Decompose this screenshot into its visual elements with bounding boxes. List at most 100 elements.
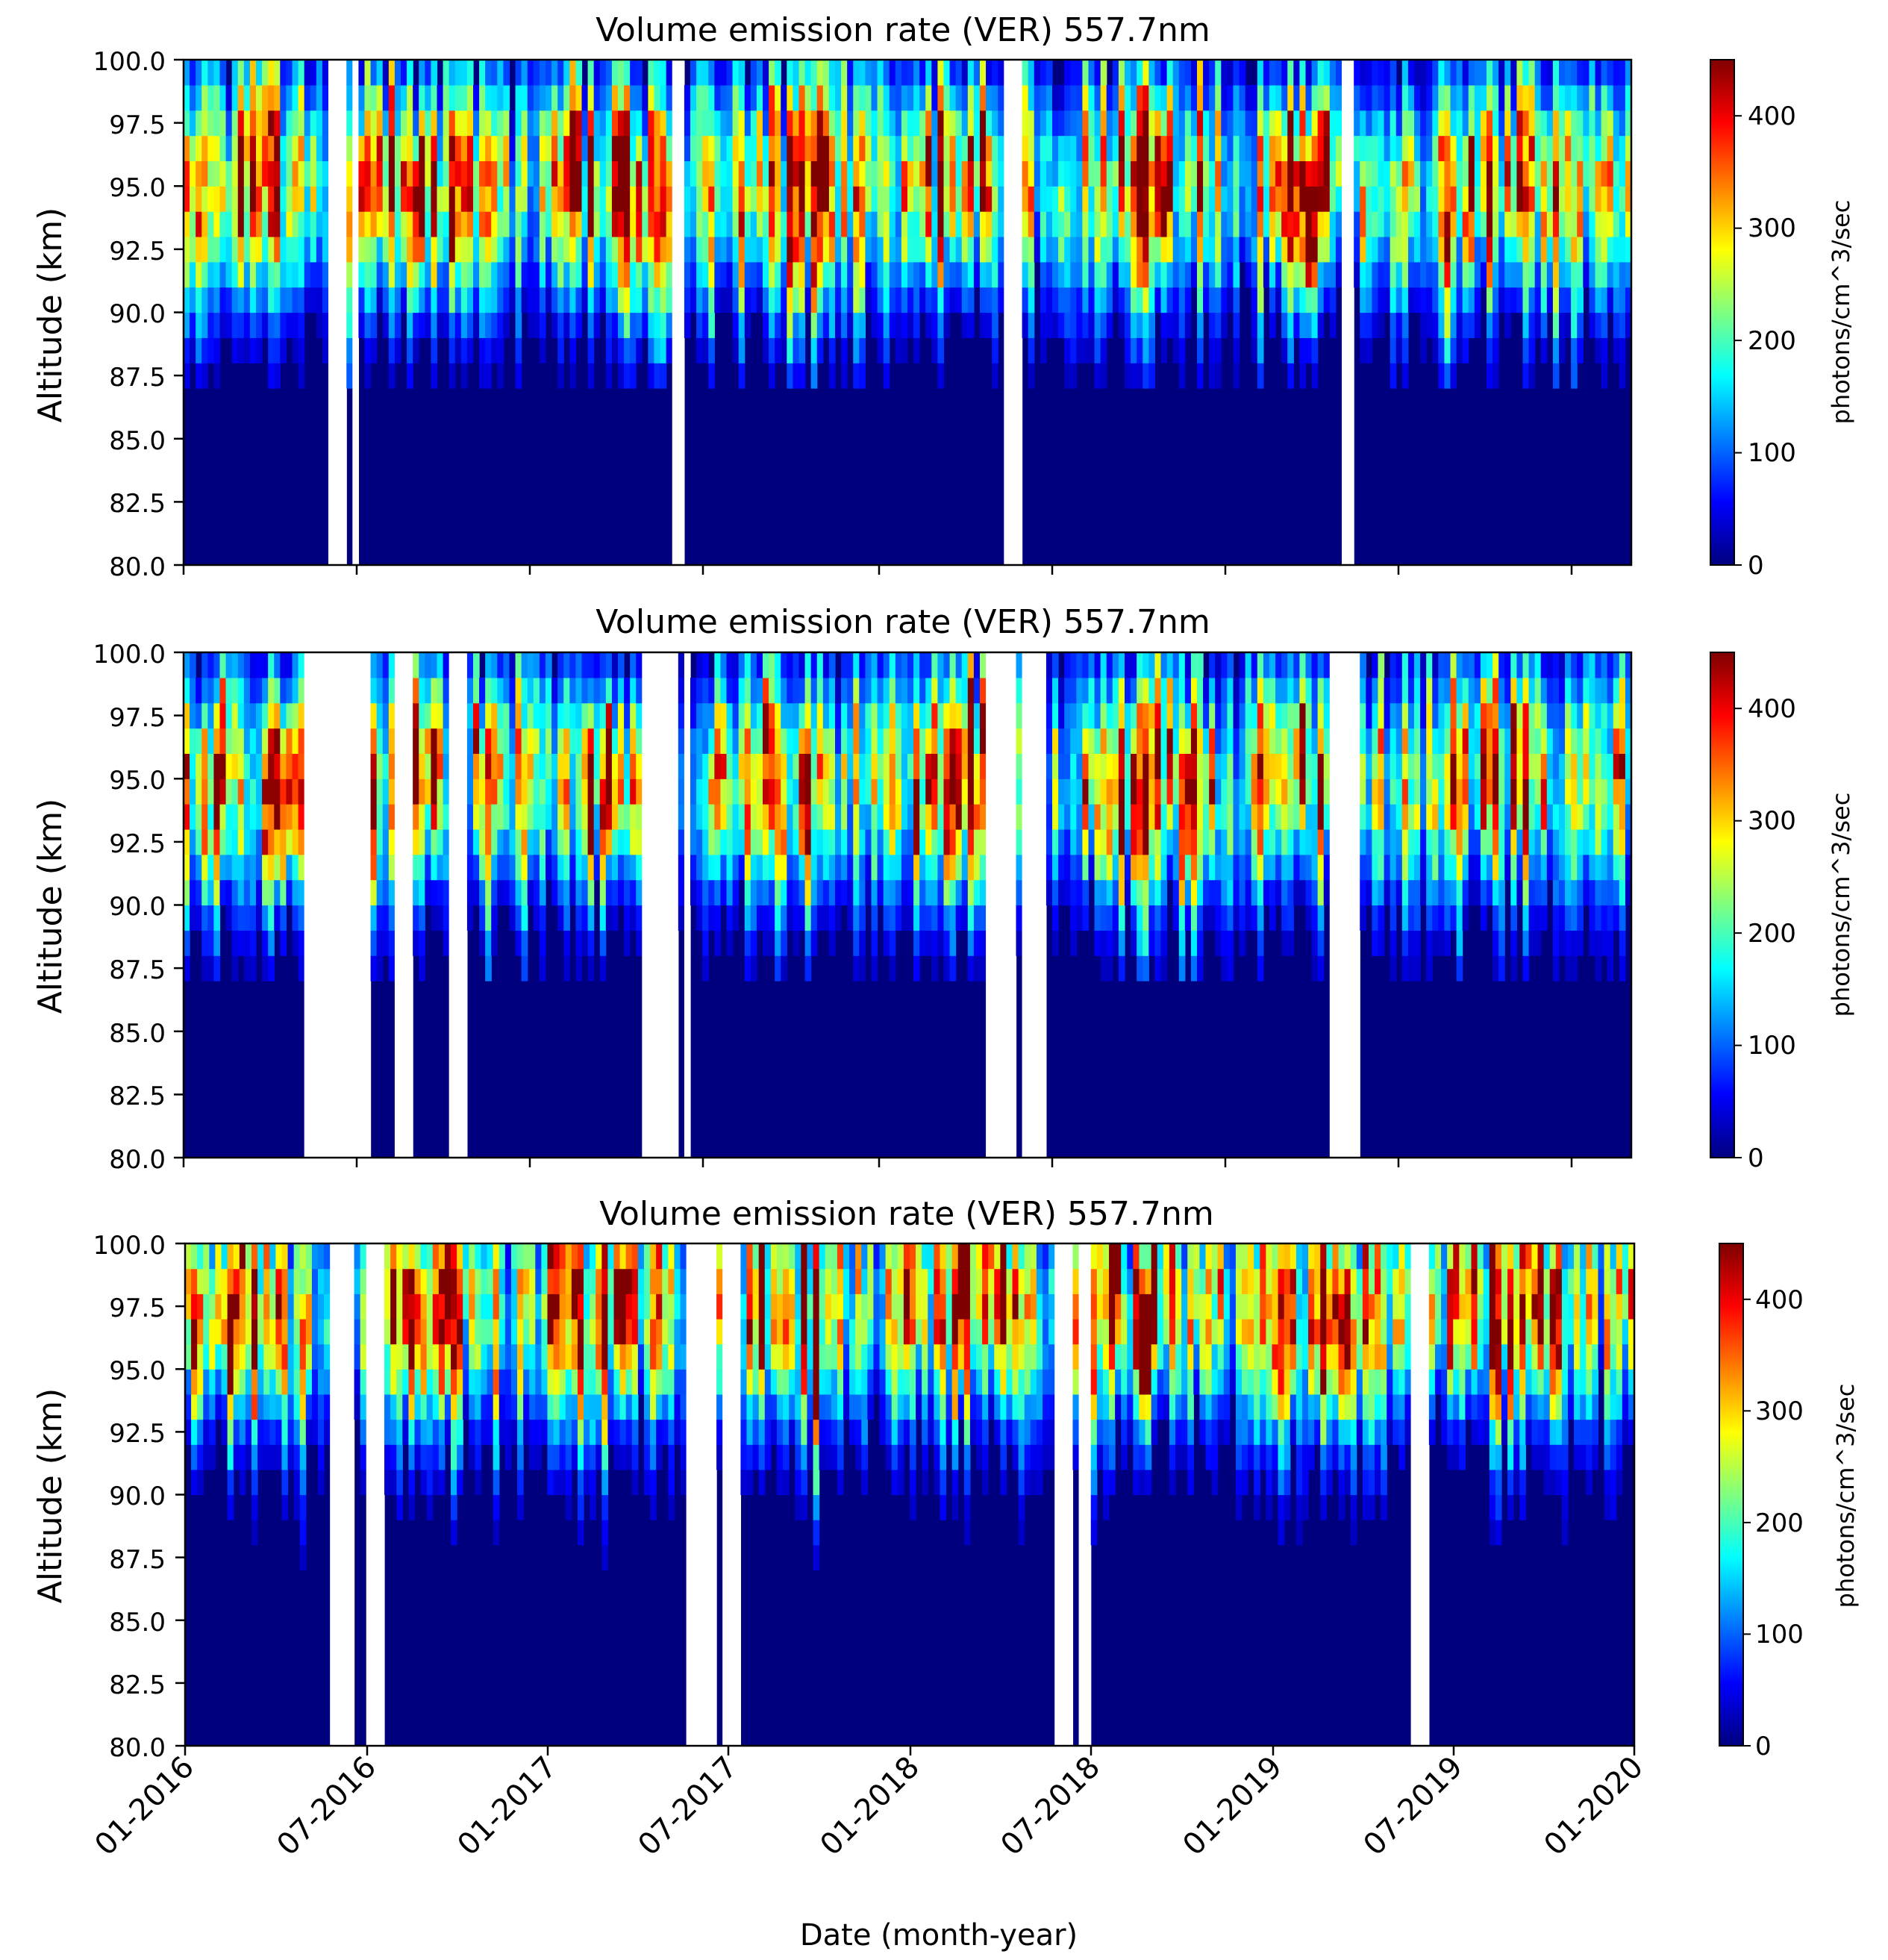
heatmap-cell xyxy=(1552,804,1560,830)
heatmap-cell xyxy=(546,135,552,161)
heatmap-cell xyxy=(515,778,522,805)
heatmap-cell xyxy=(563,652,570,678)
heatmap-cell xyxy=(382,702,390,729)
heatmap-cell xyxy=(804,879,812,906)
heatmap-cell xyxy=(527,652,534,678)
heatmap-cell xyxy=(696,261,703,288)
heatmap-cell xyxy=(775,702,781,729)
heatmap-cell xyxy=(961,287,969,313)
heatmap-cell xyxy=(1492,135,1499,161)
heatmap-cell xyxy=(539,84,546,111)
heatmap-cell xyxy=(636,186,643,212)
heatmap-cell xyxy=(316,287,323,313)
heatmap-cell xyxy=(1552,211,1560,237)
heatmap-cell xyxy=(605,854,613,881)
heatmap-cell xyxy=(593,652,601,678)
heatmap-cell xyxy=(648,236,655,263)
heatmap-cell xyxy=(828,905,836,931)
heatmap-cell xyxy=(1450,652,1457,678)
heatmap-cell xyxy=(1607,236,1614,263)
heatmap-cell xyxy=(1045,879,1053,906)
heatmap-cell xyxy=(696,160,703,187)
heatmap-cell xyxy=(714,287,722,313)
heatmap-cell xyxy=(249,160,257,187)
heatmap-cell xyxy=(636,261,643,288)
heatmap-cell xyxy=(509,905,516,931)
heatmap-cell xyxy=(1209,828,1216,855)
heatmap-cell xyxy=(1148,135,1156,161)
heatmap-cell xyxy=(437,753,444,779)
heatmap-cell xyxy=(575,804,583,830)
heatmap-cell xyxy=(1595,186,1602,212)
heatmap-cell xyxy=(1480,261,1487,288)
heatmap-cell xyxy=(268,702,275,729)
heatmap-cell xyxy=(292,778,299,805)
heatmap-cell xyxy=(262,135,269,161)
heatmap-cell xyxy=(1245,804,1252,830)
heatmap-cell xyxy=(1438,879,1445,906)
heatmap-cell xyxy=(793,261,800,288)
heatmap-cell xyxy=(816,110,824,137)
heatmap-cell xyxy=(1125,135,1131,161)
heatmap-cell xyxy=(853,702,860,729)
heatmap-cell xyxy=(249,728,257,754)
heatmap-cell xyxy=(618,363,625,389)
heatmap-cell xyxy=(419,930,425,956)
heatmap-cell xyxy=(407,84,413,111)
heatmap-cell xyxy=(413,211,419,237)
heatmap-cell xyxy=(877,211,884,237)
heatmap-cell xyxy=(1172,211,1180,237)
heatmap-cell xyxy=(1420,236,1427,263)
heatmap-cell xyxy=(1311,955,1319,981)
heatmap-cell xyxy=(268,905,275,931)
heatmap-cell xyxy=(1462,677,1469,704)
heatmap-cell xyxy=(1420,160,1427,187)
heatmap-cell xyxy=(871,677,878,704)
heatmap-cell xyxy=(1414,778,1421,805)
heatmap-cell xyxy=(967,186,975,212)
heatmap-cell xyxy=(828,236,836,263)
heatmap-cell xyxy=(1510,728,1518,754)
heatmap-cell xyxy=(1395,828,1403,855)
heatmap-cell xyxy=(847,905,854,931)
heatmap-cell xyxy=(1112,677,1119,704)
heatmap-cell xyxy=(804,652,812,678)
heatmap-cell xyxy=(1360,828,1366,855)
heatmap-cell xyxy=(1263,211,1270,237)
heatmap-cell xyxy=(231,312,239,338)
heatmap-cell xyxy=(835,804,842,830)
heatmap-cell xyxy=(298,728,305,754)
heatmap-cell xyxy=(1118,905,1125,931)
heatmap-cell xyxy=(1245,84,1252,111)
heatmap-cell xyxy=(642,160,649,187)
heatmap-cell xyxy=(714,135,722,161)
heatmap-cell xyxy=(810,110,818,137)
heatmap-cell xyxy=(1112,135,1119,161)
heatmap-cell xyxy=(1311,287,1319,313)
heatmap-cell xyxy=(1565,702,1572,729)
heatmap-cell xyxy=(907,753,914,779)
heatmap-cell xyxy=(1100,905,1107,931)
heatmap-cell xyxy=(804,753,812,779)
heatmap-cell xyxy=(1088,778,1095,805)
heatmap-cell xyxy=(660,337,667,363)
heatmap-cell xyxy=(883,186,890,212)
heatmap-cell xyxy=(781,135,787,161)
heatmap-cell xyxy=(1137,828,1143,855)
heatmap-cell xyxy=(1233,84,1240,111)
heatmap-cell xyxy=(322,110,329,137)
heatmap-cell xyxy=(1487,135,1493,161)
heatmap-cell xyxy=(678,854,685,881)
heatmap-cell xyxy=(1233,160,1240,187)
heatmap-cell xyxy=(1197,211,1204,237)
heatmap-cell xyxy=(798,753,806,779)
heatmap-cell xyxy=(1233,60,1240,86)
heatmap-cell xyxy=(986,60,993,86)
heatmap-cell xyxy=(1498,778,1505,805)
heatmap-cell xyxy=(1492,728,1499,754)
heatmap-cell xyxy=(822,84,830,111)
heatmap-cell xyxy=(346,135,353,161)
heatmap-cell xyxy=(624,702,631,729)
heatmap-cell xyxy=(756,186,763,212)
heatmap-cell xyxy=(750,652,757,678)
